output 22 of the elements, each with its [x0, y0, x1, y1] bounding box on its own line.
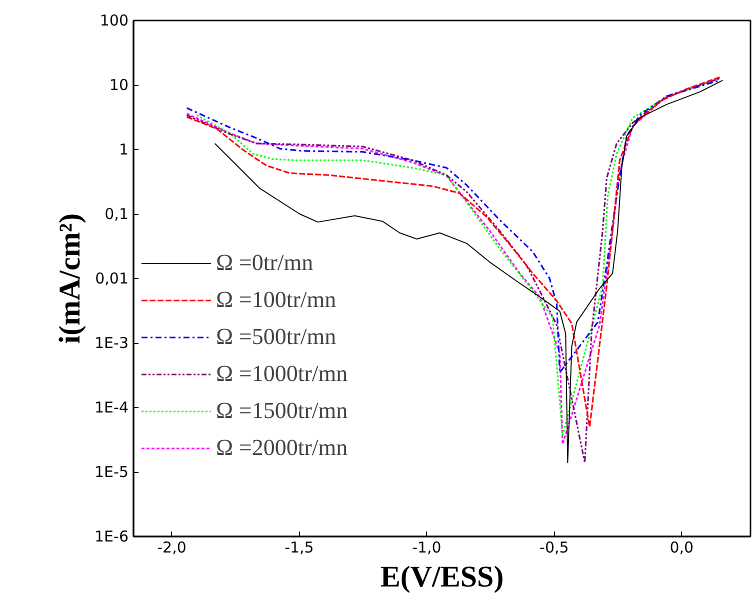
legend-label: Ω =1500tr/mn	[216, 398, 348, 424]
y-tick-label: 1	[118, 140, 129, 158]
x-tick-label: -1,0	[412, 538, 442, 556]
y-axis-title: i(mA/cm²)	[54, 213, 87, 344]
y-tick-label: 0,1	[104, 205, 129, 223]
y-tick-label: 1E-4	[94, 398, 129, 416]
legend-label: Ω =0tr/mn	[216, 250, 314, 276]
y-tick-label: 10	[109, 76, 129, 94]
y-tick-label: 1E-6	[94, 528, 129, 546]
legend-label: Ω =1000tr/mn	[216, 361, 348, 387]
x-tick-label: -2,0	[157, 538, 186, 556]
legend-label: Ω =500tr/mn	[216, 324, 336, 350]
x-tick-label: -0,5	[540, 538, 569, 556]
legend-label: Ω =2000tr/mn	[216, 435, 348, 461]
x-axis-title: E(V/ESS)	[380, 560, 504, 594]
y-tick-label: 1E-3	[94, 334, 129, 352]
y-tick-label: 100	[100, 12, 129, 30]
x-tick-label: -1,5	[284, 538, 314, 556]
legend-label: Ω =100tr/mn	[216, 287, 336, 313]
y-tick-label: 0,01	[95, 270, 129, 288]
x-tick-label: 0,0	[670, 538, 694, 556]
y-tick-label: 1E-5	[94, 463, 129, 481]
